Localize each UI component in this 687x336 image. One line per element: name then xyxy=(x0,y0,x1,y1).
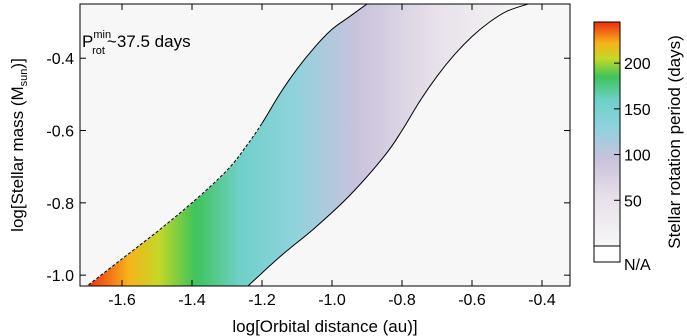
colorbar-na-box xyxy=(593,245,621,263)
x-tick-label: -0.4 xyxy=(528,292,556,309)
annotation-text: Pmin rot ~37.5 days xyxy=(82,29,191,57)
colorbar-tick-label: 50 xyxy=(624,193,642,210)
x-axis-label: log[Orbital distance (au)] xyxy=(232,317,417,336)
annotation-subscript: rot xyxy=(92,45,105,57)
x-tick-label: -1.4 xyxy=(178,292,206,309)
annotation-suffix: ~37.5 days xyxy=(107,32,191,51)
y-tick-label: -0.8 xyxy=(46,196,74,213)
y-axis-label-main: log[Stellar mass (M xyxy=(8,86,27,231)
x-tick-label: -1.6 xyxy=(108,292,136,309)
plot-frame xyxy=(79,3,571,287)
y-tick-label: -1.0 xyxy=(46,268,74,285)
x-tick-label: -1.2 xyxy=(248,292,276,309)
colorbar-ticks: 50 100 150 200 xyxy=(614,56,651,210)
x-tick-label: -1.0 xyxy=(318,292,346,309)
colorbar-gradient-bar xyxy=(593,21,621,247)
colorbar-label: Stellar rotation period (days) xyxy=(665,35,684,249)
annotation-prefix: P xyxy=(82,32,93,51)
x-axis: -1.6 -1.4 -1.2 -1.0 -0.8 -0.6 -0.4 xyxy=(108,4,556,309)
colorbar-tick-label: 150 xyxy=(624,102,651,119)
colorbar: 50 100 150 200 N/A Stellar rotation period … xyxy=(593,21,684,274)
y-axis-label-close: )] xyxy=(8,58,27,68)
colorbar-na-label: N/A xyxy=(624,257,651,274)
y-axis: -1.0 -0.8 -0.6 -0.4 xyxy=(46,51,570,285)
colorbar-tick-label: 100 xyxy=(624,148,651,165)
y-tick-label: -0.6 xyxy=(46,124,74,141)
y-axis-label: log[Stellar mass (Msun)] xyxy=(8,58,30,232)
x-tick-label: -0.6 xyxy=(458,292,486,309)
y-axis-label-sub: sun xyxy=(18,69,30,87)
annotation-superscript: min xyxy=(93,29,111,41)
heatmap-band xyxy=(87,4,528,286)
colorbar-tick-label: 200 xyxy=(624,56,651,73)
y-tick-label: -0.4 xyxy=(46,51,74,68)
outer-boundary-curve xyxy=(247,4,529,286)
x-tick-label: -0.8 xyxy=(388,292,416,309)
